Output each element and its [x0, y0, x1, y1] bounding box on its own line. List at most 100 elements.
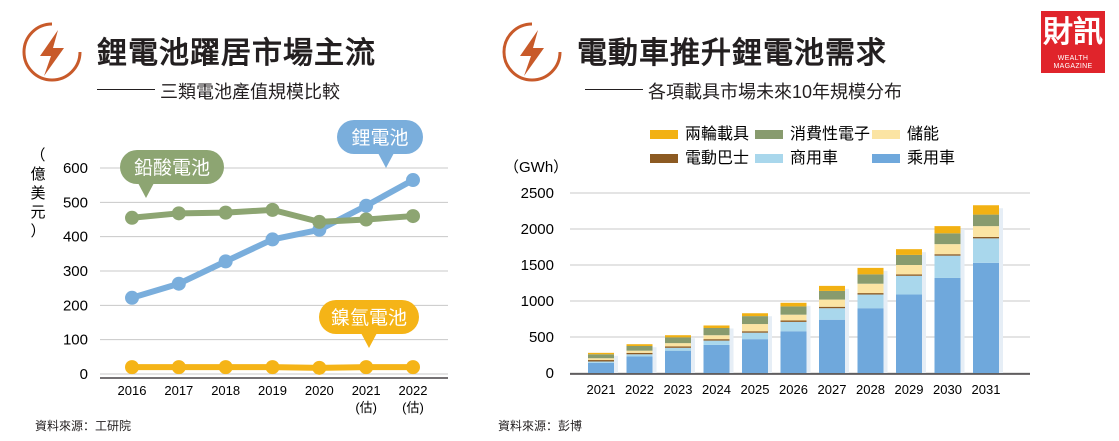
- bar-shadow: [652, 347, 657, 373]
- lightning-bolt-icon: [22, 22, 82, 82]
- x-tick-label: 2018: [211, 383, 240, 398]
- two-wheeler-legend-swatch: [650, 130, 678, 139]
- x-tick-label: 2028: [856, 382, 885, 397]
- energy-storage-bar: [896, 265, 922, 275]
- electric-bus-bar: [703, 339, 730, 341]
- passenger-car-bar: [896, 294, 922, 373]
- y-tick-label: 2000: [521, 221, 554, 238]
- bar-shadow: [729, 328, 734, 373]
- bar-shadow: [806, 305, 811, 373]
- two-wheeler-bar: [742, 313, 768, 317]
- two-wheeler-bar: [819, 285, 845, 291]
- nimh-battery-point: [312, 360, 327, 375]
- x-tick-sublabel: (估): [355, 400, 377, 415]
- y-axis-label-char: ）: [30, 223, 45, 240]
- energy-storage-bar: [742, 324, 768, 332]
- electric-bus-bar: [665, 346, 691, 348]
- two-wheeler-bar: [588, 352, 614, 355]
- y-tick-label: 0: [80, 366, 88, 383]
- lithium-legend-bubble: 鋰電池: [337, 120, 423, 168]
- two-wheeler-bar: [665, 335, 691, 338]
- passenger-car-bar: [703, 344, 730, 373]
- left-subtitle-dash: [97, 89, 155, 90]
- nimh-battery-point: [218, 360, 233, 375]
- x-tick-label: 2027: [818, 382, 847, 397]
- passenger-car-bar: [973, 262, 999, 373]
- commercial-vehicle-legend-label: 商用車: [790, 149, 838, 167]
- lithium-battery-point: [265, 232, 280, 247]
- lead-acid-battery-point: [171, 206, 186, 221]
- consumer-electronics-bar: [703, 328, 730, 336]
- passenger-car-bar: [626, 356, 653, 373]
- energy-storage-bar: [819, 299, 845, 307]
- commercial-vehicle-bar: [742, 332, 768, 340]
- y-axis-label-char: 美: [30, 185, 45, 202]
- y-tick-label: 2500: [521, 185, 554, 202]
- commercial-vehicle-bar: [934, 255, 961, 278]
- nimh-battery-point: [265, 360, 280, 375]
- commercial-vehicle-bar: [665, 347, 691, 351]
- consumer-electronics-bar: [742, 316, 768, 325]
- nimh-legend-bubble-bg: [319, 300, 419, 334]
- commercial-vehicle-bar: [626, 354, 653, 357]
- electric-bus-bar: [857, 293, 884, 295]
- commercial-vehicle-bar: [588, 361, 614, 363]
- lead-acid-legend-label: 鉛酸電池: [134, 157, 210, 179]
- x-tick-label: 2029: [895, 382, 924, 397]
- two-wheeler-bar: [780, 302, 807, 307]
- energy-storage-bar: [780, 314, 807, 321]
- lead-acid-legend-bubble-tail: [138, 183, 154, 198]
- consumer-electronics-bar: [588, 354, 614, 359]
- x-tick-label: 2025: [741, 382, 770, 397]
- x-tick-label: 2031: [972, 382, 1001, 397]
- y-tick-label: 500: [63, 194, 88, 211]
- x-tick-label: 2030: [933, 382, 962, 397]
- lead-acid-battery-point: [218, 205, 233, 220]
- y-tick-label: 300: [63, 263, 88, 280]
- passenger-car-bar: [857, 308, 884, 373]
- left-chart-subtitle: 三類電池產值規模比較: [160, 82, 340, 102]
- right-source: 資料來源：彭博: [498, 419, 583, 433]
- y-tick-label: 400: [63, 229, 88, 246]
- two-wheeler-bar: [703, 325, 730, 328]
- consumer-electronics-bar: [973, 214, 999, 227]
- x-tick-label: 2022: [399, 383, 428, 398]
- x-tick-label: 2019: [258, 383, 287, 398]
- consumer-electronics-bar: [934, 233, 961, 245]
- consumer-electronics-legend-swatch: [755, 130, 783, 139]
- wealth-magazine-logo: 財訊 WEALTH MAGAZINE: [1041, 11, 1105, 73]
- lithium-battery-point: [125, 290, 139, 305]
- consumer-electronics-legend-label: 消費性電子: [790, 125, 870, 143]
- bar-shadow: [614, 355, 618, 373]
- commercial-vehicle-bar: [703, 340, 730, 345]
- passenger-car-legend-label: 乘用車: [907, 149, 955, 167]
- nimh-battery-point: [125, 360, 139, 375]
- passenger-car-legend-swatch: [872, 154, 900, 163]
- lead-acid-battery-point: [125, 210, 139, 225]
- two-wheeler-legend-label: 兩輪載具: [685, 125, 749, 143]
- energy-storage-bar: [588, 358, 614, 361]
- nimh-legend-label: 鎳氫電池: [331, 307, 407, 329]
- lead-acid-battery-point: [359, 212, 374, 227]
- bar-shadow: [845, 288, 849, 373]
- right-stacked-bar-chart: （GWh） 0 500 1000 1500 2000 2500 2021 2022 2023 202…: [504, 125, 1030, 397]
- nimh-battery-point: [171, 360, 186, 375]
- electric-bus-bar: [588, 360, 614, 362]
- x-tick-label: 2026: [779, 382, 808, 397]
- bar-shadow: [768, 316, 772, 373]
- y-tick-label: 200: [63, 297, 88, 314]
- consumer-electronics-bar: [896, 254, 922, 265]
- y-tick-label: 0: [546, 365, 554, 382]
- y-axis-label-char: （: [30, 147, 45, 164]
- lead-acid-legend-bubble-bg: [120, 150, 224, 184]
- consumer-electronics-bar: [819, 290, 845, 300]
- energy-storage-bar: [857, 283, 884, 294]
- nimh-legend-bubble-tail: [361, 333, 377, 348]
- energy-storage-bar: [934, 244, 961, 255]
- electric-bus-bar: [934, 254, 961, 256]
- y-axis-label: （GWh）: [504, 159, 568, 176]
- commercial-vehicle-bar: [973, 238, 999, 263]
- y-tick-label: 100: [63, 332, 88, 349]
- nimh-battery-point: [406, 360, 420, 375]
- energy-storage-legend-swatch: [872, 130, 900, 139]
